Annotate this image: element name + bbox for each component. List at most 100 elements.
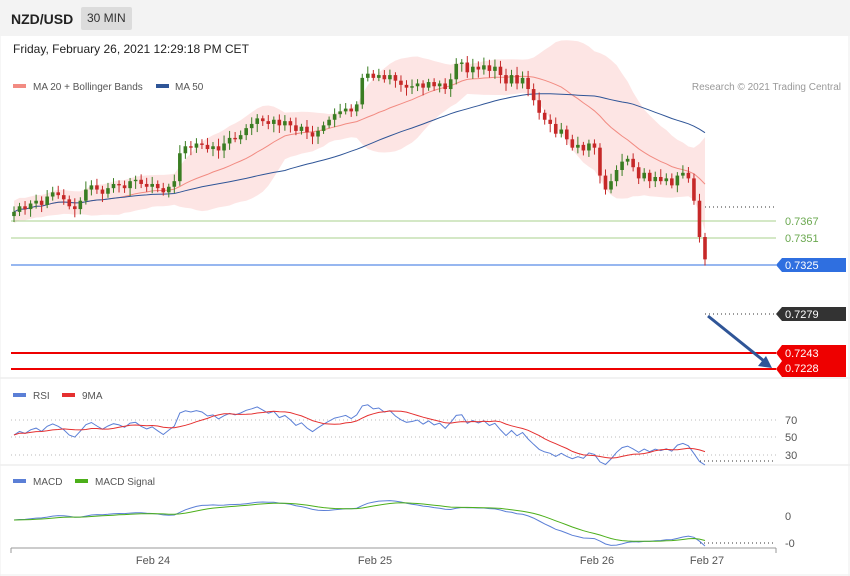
macd-tick-neg0: -0 [785, 538, 795, 550]
candle-body [249, 123, 254, 129]
candle-body [465, 62, 470, 73]
candle-body [609, 181, 613, 190]
candle-body [183, 146, 188, 154]
candle-body [166, 186, 171, 193]
candle-body [382, 75, 387, 80]
candle-body [603, 175, 608, 190]
pivot-label: 0.7325 [785, 260, 819, 272]
candle-body [216, 146, 221, 151]
candle-body [658, 176, 663, 182]
candle-body [67, 199, 72, 207]
target-label-2: 0.7228 [785, 363, 819, 375]
candle-body [448, 79, 453, 90]
candle-body [515, 75, 519, 84]
candle-body [299, 126, 304, 131]
candle-body [587, 143, 591, 151]
legend-swatch-ma20 [13, 84, 26, 88]
candle-body [39, 200, 44, 205]
candle-body [144, 183, 149, 187]
candle-body [310, 132, 315, 137]
candle-body [703, 237, 707, 260]
target-tag-2 [776, 361, 846, 377]
candle-body [73, 206, 77, 210]
candle-body [360, 77, 365, 105]
candle-body [487, 65, 492, 71]
candle-body [45, 196, 49, 205]
ma50-line [13, 93, 706, 213]
candle-body [620, 161, 624, 171]
candle-body [404, 84, 409, 88]
candle-body [537, 100, 541, 113]
chart-datetime: Friday, February 26, 2021 12:29:18 PM CE… [13, 42, 249, 56]
candle-body [95, 185, 99, 190]
candle-body [443, 83, 447, 90]
copyright-text: Research © 2021 Trading Central [692, 82, 841, 93]
candle-body [692, 178, 696, 201]
candle-body [343, 108, 348, 112]
candle-body [272, 119, 276, 124]
legend-ma20: MA 20 + Bollinger Bands [33, 82, 143, 93]
legend-swatch-macd [13, 479, 26, 483]
price-legend: MA 20 + Bollinger Bands MA 50 Research ©… [13, 82, 841, 93]
candle-body [598, 147, 602, 176]
candle-body [106, 188, 110, 194]
candle-body [194, 143, 199, 148]
candle-body [266, 121, 271, 124]
candle-body [509, 75, 514, 84]
target-label-1: 0.7243 [785, 348, 819, 360]
candle-body [482, 65, 486, 70]
candle-body [338, 111, 342, 115]
candle-body [421, 83, 425, 88]
chart-header: NZD/USD 30 MIN [0, 0, 850, 36]
candle-body [531, 89, 536, 101]
candle-body [316, 130, 320, 137]
candle-body [155, 183, 160, 189]
candle-body [426, 82, 431, 88]
rsi-9ma-line [13, 410, 706, 459]
candle-body [388, 75, 392, 80]
resistance-label-1: 0.7367 [785, 216, 819, 228]
candle-body [161, 188, 166, 193]
candle-body [354, 104, 359, 112]
ma20-line [13, 75, 706, 213]
resistance-label-2: 0.7351 [785, 233, 819, 245]
candle-body [548, 119, 553, 124]
pivot-tag [776, 258, 846, 272]
candle-body [625, 158, 630, 162]
candle-body [664, 178, 669, 182]
rsi-line [13, 404, 706, 466]
legend-swatch-rsi [13, 393, 26, 397]
candle-body [211, 146, 215, 150]
candle-body [553, 123, 558, 134]
candle-body [399, 80, 403, 85]
candle-body [697, 200, 702, 238]
candle-body [117, 183, 121, 186]
candle-body [283, 121, 287, 126]
candle-body [415, 83, 420, 87]
candle-body [559, 129, 564, 134]
candle-body [139, 179, 143, 184]
candle-body [332, 114, 337, 120]
candle-body [50, 192, 55, 197]
candle-body [321, 125, 326, 131]
candle-body [327, 119, 331, 126]
candle-body [365, 73, 370, 78]
candle-body [520, 77, 525, 84]
legend-macd: MACD [33, 477, 62, 488]
candle-body [675, 175, 680, 186]
candle-body [471, 66, 475, 73]
candle-body [653, 176, 658, 182]
candle-body [305, 126, 309, 133]
candle-body [150, 183, 154, 187]
legend-swatch-macd-signal [75, 479, 88, 483]
candle-body [84, 189, 88, 201]
macd-tick-0: 0 [785, 511, 791, 523]
candle-body [227, 137, 232, 144]
candle-body [476, 66, 481, 70]
bollinger-band [14, 40, 705, 231]
candle-body [100, 189, 105, 194]
timeframe-button[interactable]: 30 MIN [81, 7, 132, 30]
candle-body [122, 185, 127, 189]
candle-body [565, 129, 569, 140]
candle-body [12, 211, 16, 217]
